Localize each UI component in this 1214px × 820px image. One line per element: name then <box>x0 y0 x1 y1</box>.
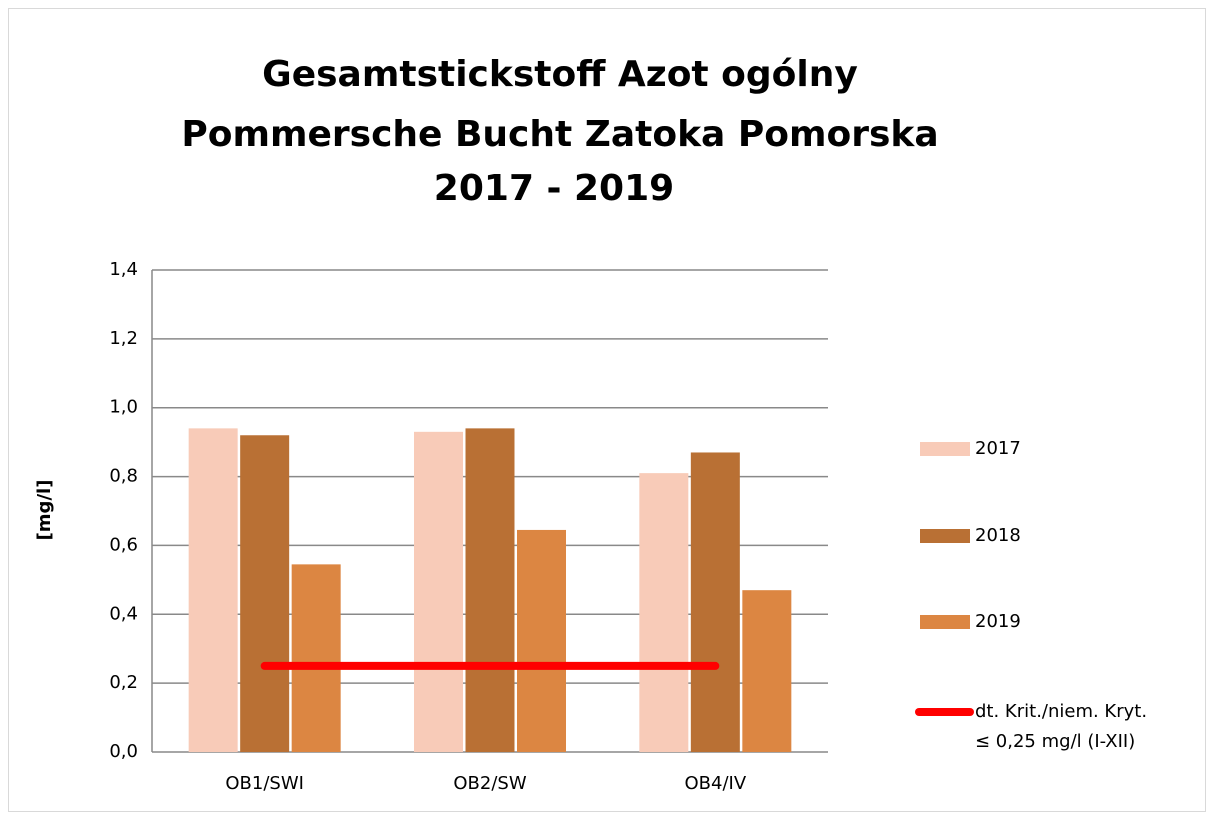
y-tick-label: 1,0 <box>109 397 138 418</box>
bar <box>517 529 566 752</box>
y-tick-label: 0,6 <box>109 534 138 555</box>
bar <box>742 590 792 752</box>
bar <box>188 428 238 752</box>
chart-title: Gesamtstickstoff Azot ogólny <box>262 54 858 95</box>
x-tick-label: OB2/SW <box>453 773 526 794</box>
bar <box>240 435 290 752</box>
chart-title: 2017 - 2019 <box>434 168 674 209</box>
y-tick-label: 1,4 <box>109 259 138 280</box>
x-tick-label: OB4/IV <box>685 773 747 794</box>
y-tick-label: 1,2 <box>109 328 138 349</box>
legend-label: 2018 <box>975 525 1021 546</box>
legend-swatch <box>920 442 970 456</box>
bar <box>291 564 341 752</box>
bar <box>639 473 689 752</box>
legend-label: dt. Krit./niem. Kryt. ≤ 0,25 mg/l (I-XII) <box>975 701 1147 752</box>
y-tick-label: 0,0 <box>109 741 138 762</box>
x-tick-label: OB1/SWI <box>225 773 304 794</box>
chart-title: Pommersche Bucht Zatoka Pomorska <box>181 114 938 155</box>
y-tick-label: 0,8 <box>109 466 138 487</box>
legend-label: 2019 <box>975 611 1021 632</box>
legend-swatch <box>920 615 970 629</box>
bar <box>465 428 515 752</box>
bar <box>414 431 463 752</box>
bar <box>690 452 740 752</box>
y-tick-label: 0,4 <box>109 603 138 624</box>
y-tick-label: 0,2 <box>109 672 138 693</box>
legend-swatch <box>920 529 970 543</box>
y-axis-label: [mg/l] <box>34 480 55 541</box>
legend-label: 2017 <box>975 438 1021 459</box>
